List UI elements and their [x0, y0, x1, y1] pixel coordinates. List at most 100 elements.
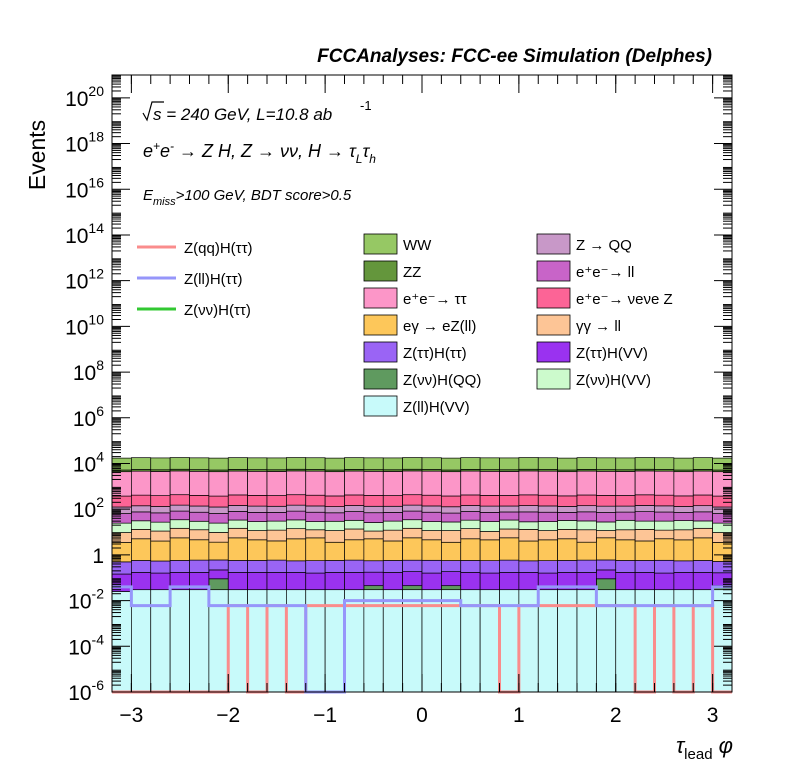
bar-e-e-e-e-z-23: [557, 495, 578, 507]
bar-ll-24: [576, 529, 597, 543]
stacked-bars: [111, 457, 733, 693]
bar-z-qq-15: [402, 504, 423, 512]
bar-z-qq-7: [247, 505, 268, 513]
bar-e-e-11: [324, 471, 345, 497]
bar-z-h-6: [227, 560, 248, 573]
bar-z-h-5: [208, 559, 229, 571]
bar-z-h-1: [131, 560, 152, 573]
bar-e-e-ll-11: [324, 512, 345, 522]
bar-e-ez-ll-9: [286, 538, 307, 562]
bar-ll-30: [692, 527, 713, 539]
bar-z-h-vv-3: [169, 519, 190, 529]
svg-text:s = 240 GeV, L=10.8 ab: s = 240 GeV, L=10.8 ab: [153, 105, 332, 124]
bar-e-e-ll-6: [227, 511, 248, 521]
legend-label: e⁺e⁻→ ττ: [403, 291, 467, 308]
bar-e-e-ll-30: [692, 511, 713, 522]
bar-e-e-6: [227, 470, 248, 496]
bar-ww-11: [324, 457, 345, 471]
bar-z-h-vv-9: [286, 519, 307, 530]
svg-text:Emiss>100 GeV, BDT score>0.5: Emiss>100 GeV, BDT score>0.5: [143, 187, 352, 208]
bar-e-e-e-e-z-24: [576, 494, 597, 507]
bar-ll-28: [654, 529, 675, 540]
bar-z-h-qq-5: [208, 578, 229, 591]
bar-e-e-18: [460, 470, 481, 496]
bar-e-e-ll-13: [363, 512, 384, 523]
bar-z-qq-28: [654, 505, 675, 513]
bar-e-e-7: [247, 470, 268, 496]
legend-swatch-z-ll-h-vv: [363, 395, 398, 417]
legend-swatch-ll: [536, 314, 571, 336]
bar-z-h-vv-30: [692, 520, 713, 529]
bar-e-ez-ll-30: [692, 537, 713, 561]
bar-z-ll-h-vv-3: [169, 589, 190, 693]
bar-e-e-5: [208, 471, 229, 497]
bar-z-qq-6: [227, 505, 248, 512]
bar-e-e-30: [692, 470, 713, 496]
bar-e-e-ll-22: [537, 511, 558, 522]
bar-z-h-12: [344, 559, 365, 573]
legend-swatch-zz: [363, 260, 398, 282]
bar-e-ez-ll-13: [363, 538, 384, 562]
bar-e-ez-ll-27: [634, 540, 655, 561]
bar-ww-18: [460, 457, 481, 470]
bar-z-h-27: [634, 560, 655, 573]
bar-z-h-vv-19: [479, 572, 500, 591]
bar-ww-7: [247, 457, 268, 470]
bar-z-qq-20: [499, 505, 520, 513]
bar-e-e-e-e-z-7: [247, 495, 268, 507]
bar-e-e-e-e-z-16: [421, 494, 442, 507]
bar-e-e-21: [518, 470, 539, 496]
bar-e-e-1: [131, 470, 152, 496]
bar-ww-3: [169, 457, 190, 470]
bar-ww-25: [596, 457, 617, 470]
bar-z-h-vv-16: [421, 572, 442, 591]
x-tick-label: −3: [119, 704, 143, 727]
bar-e-e-26: [615, 471, 636, 496]
y-tick-label: 108: [73, 357, 104, 385]
bar-e-e-ll-23: [557, 512, 578, 521]
legend-label: Z → QQ: [576, 237, 632, 254]
signal-lines: [112, 585, 732, 694]
bar-e-ez-ll-29: [673, 539, 694, 562]
bar-ll-11: [324, 530, 345, 543]
bar-z-qq-2: [150, 506, 171, 514]
bar-z-h-vv-2: [150, 572, 171, 591]
bar-e-ez-ll-1: [131, 538, 152, 561]
bar-e-ez-ll-7: [247, 539, 268, 561]
legend-swatch-e-ez-ll: [363, 314, 398, 336]
bar-z-qq-18: [460, 505, 481, 512]
bar-z-qq-16: [421, 505, 442, 513]
bar-z-h-vv-28: [654, 572, 675, 591]
bar-e-e-ll-26: [615, 511, 636, 521]
bar-z-qq-17: [441, 506, 462, 514]
bar-e-ez-ll-17: [441, 541, 462, 561]
bar-ll-26: [615, 529, 636, 541]
bar-z-h-13: [363, 560, 384, 573]
y-tick-label: 1016: [65, 174, 104, 202]
x-tick-labels: −3 −2 −1 0 1 2 3: [119, 704, 718, 727]
y-tick-label: 1010: [65, 311, 104, 339]
bar-z-h-24: [576, 559, 597, 573]
bar-e-e-ll-4: [189, 511, 210, 522]
bar-ww-28: [654, 457, 675, 470]
bar-ww-17: [441, 457, 462, 471]
bar-e-ez-ll-14: [382, 540, 403, 561]
bar-e-e-e-e-z-2: [150, 495, 171, 507]
bar-e-ez-ll-16: [421, 539, 442, 561]
bar-ll-4: [189, 529, 210, 541]
bar-z-h-qq-17: [441, 585, 462, 591]
bar-e-e-4: [189, 470, 210, 496]
bar-ll-6: [227, 527, 248, 539]
bar-z-h-30: [692, 560, 713, 573]
bar-z-h-vv-10: [305, 521, 326, 531]
bar-z-qq-3: [169, 504, 190, 512]
axis-ticks: [111, 75, 733, 693]
x-tick-label: 3: [707, 704, 719, 727]
bar-z-h-vv-27: [634, 572, 655, 591]
bar-z-h-vv-17: [441, 521, 462, 531]
bar-e-ez-ll-19: [479, 539, 500, 561]
bar-e-e-e-e-z-1: [131, 494, 152, 507]
bar-e-e-e-e-z-11: [324, 495, 345, 507]
bar-z-h-vv-24: [576, 520, 597, 531]
